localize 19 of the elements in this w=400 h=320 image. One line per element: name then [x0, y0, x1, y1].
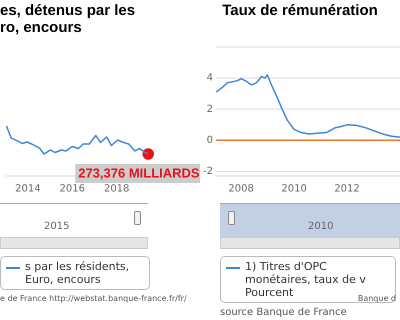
annotation: 273,376 MILLIARDS: [78, 166, 200, 181]
x-tick-label: 2014: [15, 184, 41, 195]
x-tick-label: 2008: [228, 184, 254, 195]
chart-title: Taux de rémunération: [221, 2, 379, 19]
x-tick-label: 2018: [104, 184, 130, 195]
text: Banque d: [358, 294, 396, 303]
source-note: source Banque de France: [220, 307, 348, 318]
x-tick-label: 2012: [334, 184, 360, 195]
x-tick-label: 2016: [60, 184, 85, 195]
y-tick-label: 0: [206, 134, 213, 146]
y-tick-label: 2: [206, 104, 213, 115]
range-navigator: 2015: [0, 203, 148, 251]
text: e de France http://webstat.banque-france.fr/fr/: [0, 294, 188, 303]
chart-title: es, détenus par les ro, encours: [0, 2, 136, 36]
y-tick-label: -2: [202, 166, 213, 177]
x-tick-label: 2010: [281, 184, 307, 195]
y-tick-label: 4: [206, 72, 213, 84]
range-navigator: 2010: [220, 203, 400, 251]
legend-label: s par les résidents, Euro, encours: [25, 260, 130, 286]
